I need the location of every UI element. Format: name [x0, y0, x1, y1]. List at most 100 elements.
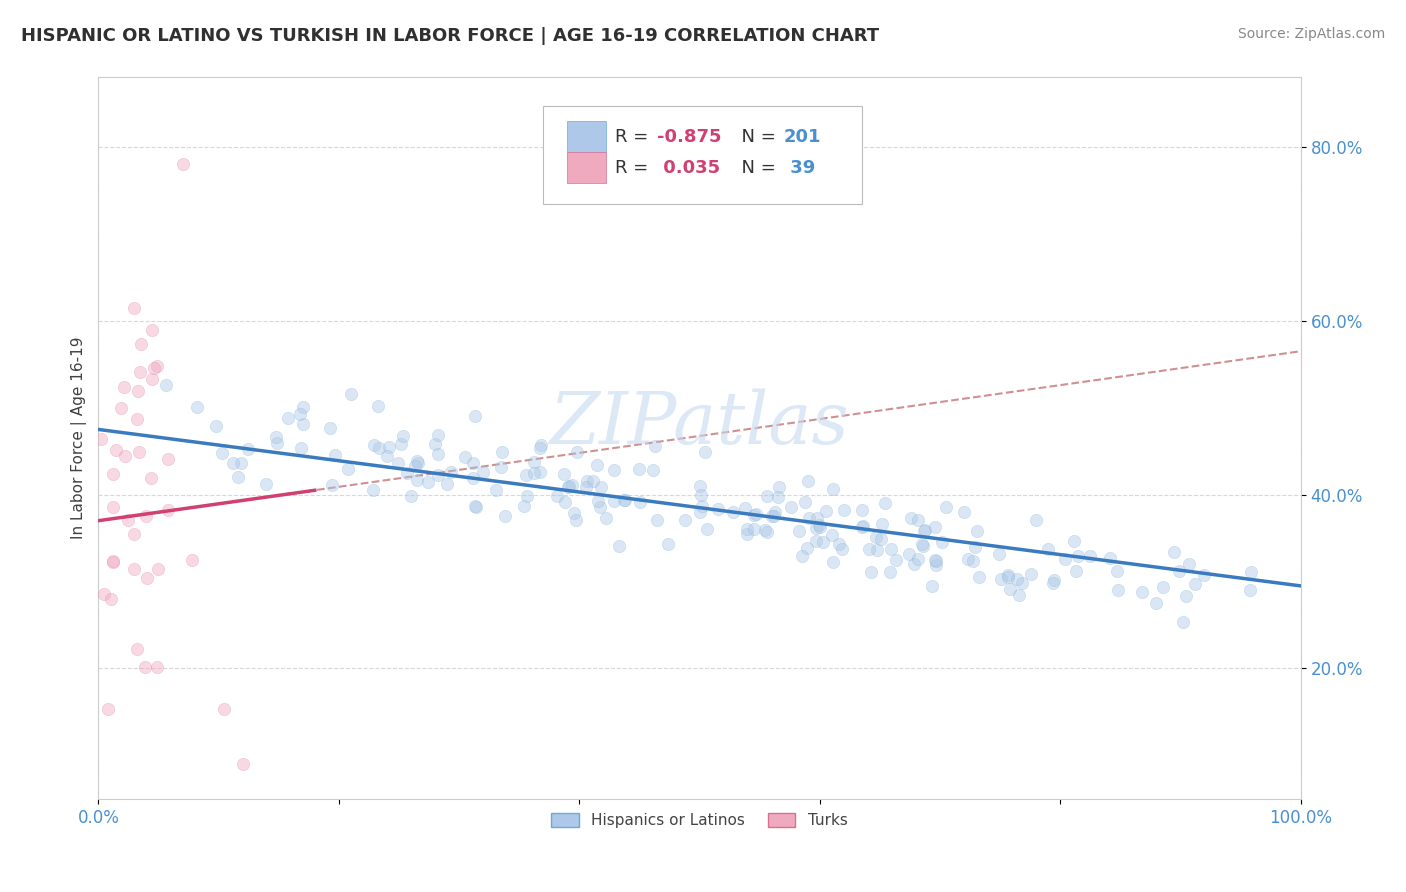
- Point: [181, 842, 204, 856]
- Point: [1067, 549, 1090, 563]
- Point: [628, 495, 651, 509]
- Point: [808, 520, 831, 534]
- Point: [690, 499, 713, 513]
- Point: [911, 539, 934, 553]
- Point: [858, 542, 880, 557]
- Point: [780, 500, 803, 515]
- Y-axis label: In Labor Force | Age 16-19: In Labor Force | Age 16-19: [72, 337, 87, 540]
- Point: [515, 467, 537, 482]
- Point: [595, 511, 617, 525]
- Point: [122, 527, 145, 541]
- Point: [707, 502, 730, 516]
- Point: [603, 463, 626, 477]
- Point: [870, 533, 893, 547]
- Point: [141, 323, 163, 337]
- Point: [565, 513, 588, 527]
- Point: [603, 494, 626, 508]
- Point: [831, 541, 853, 556]
- Point: [562, 506, 585, 520]
- Text: R =: R =: [616, 128, 654, 145]
- Point: [546, 489, 568, 503]
- Point: [114, 450, 136, 464]
- Point: [392, 428, 415, 442]
- Point: [489, 460, 512, 475]
- Point: [491, 445, 513, 459]
- Point: [291, 400, 314, 414]
- Point: [135, 571, 157, 585]
- Point: [647, 513, 669, 527]
- Point: [956, 552, 979, 566]
- Point: [340, 387, 363, 401]
- Point: [406, 473, 429, 487]
- Point: [146, 562, 169, 576]
- Point: [439, 465, 461, 479]
- Point: [523, 466, 546, 480]
- Point: [454, 450, 477, 465]
- Point: [860, 565, 883, 579]
- FancyBboxPatch shape: [543, 106, 862, 203]
- Point: [796, 541, 818, 556]
- Point: [763, 509, 786, 524]
- Point: [226, 470, 249, 484]
- Point: [290, 407, 312, 421]
- Point: [128, 445, 150, 459]
- Point: [529, 442, 551, 456]
- Point: [997, 570, 1019, 584]
- Text: R =: R =: [616, 159, 654, 177]
- Point: [139, 471, 162, 485]
- Point: [589, 500, 612, 514]
- Point: [529, 465, 551, 479]
- Point: [575, 480, 598, 494]
- Point: [1132, 584, 1154, 599]
- Point: [1042, 575, 1064, 590]
- Point: [103, 467, 125, 482]
- Point: [693, 444, 716, 458]
- Text: HISPANIC OR LATINO VS TURKISH IN LABOR FORCE | AGE 16-19 CORRELATION CHART: HISPANIC OR LATINO VS TURKISH IN LABOR F…: [21, 27, 879, 45]
- Point: [644, 439, 666, 453]
- Point: [696, 522, 718, 536]
- Point: [723, 505, 745, 519]
- Point: [321, 477, 343, 491]
- Point: [755, 524, 778, 539]
- Legend: Hispanics or Latinos, Turks: Hispanics or Latinos, Turks: [546, 807, 853, 835]
- Point: [229, 456, 252, 470]
- Point: [880, 541, 903, 556]
- Point: [931, 535, 953, 549]
- Point: [1184, 577, 1206, 591]
- Point: [924, 519, 946, 533]
- Point: [1019, 567, 1042, 582]
- Point: [821, 482, 844, 496]
- Point: [1038, 541, 1060, 556]
- Point: [967, 570, 990, 584]
- Point: [512, 499, 534, 513]
- Point: [406, 454, 429, 468]
- Point: [389, 436, 412, 450]
- Point: [156, 452, 179, 467]
- Point: [734, 500, 756, 515]
- Point: [125, 411, 148, 425]
- Point: [832, 503, 855, 517]
- Point: [395, 466, 418, 480]
- Point: [124, 301, 146, 315]
- Point: [1043, 574, 1066, 588]
- Point: [744, 522, 766, 536]
- Point: [461, 471, 484, 485]
- Point: [146, 359, 169, 374]
- Point: [821, 528, 844, 542]
- Point: [461, 456, 484, 470]
- Point: [104, 442, 127, 457]
- Point: [464, 499, 486, 513]
- Point: [815, 504, 838, 518]
- Point: [613, 492, 636, 507]
- Point: [742, 508, 765, 522]
- Point: [266, 436, 288, 450]
- Point: [472, 465, 495, 479]
- Point: [657, 536, 679, 550]
- Point: [1054, 552, 1077, 566]
- Point: [387, 457, 409, 471]
- Text: -0.875: -0.875: [658, 128, 721, 145]
- Point: [641, 463, 664, 477]
- Point: [264, 430, 287, 444]
- Point: [852, 518, 875, 533]
- Point: [93, 587, 115, 601]
